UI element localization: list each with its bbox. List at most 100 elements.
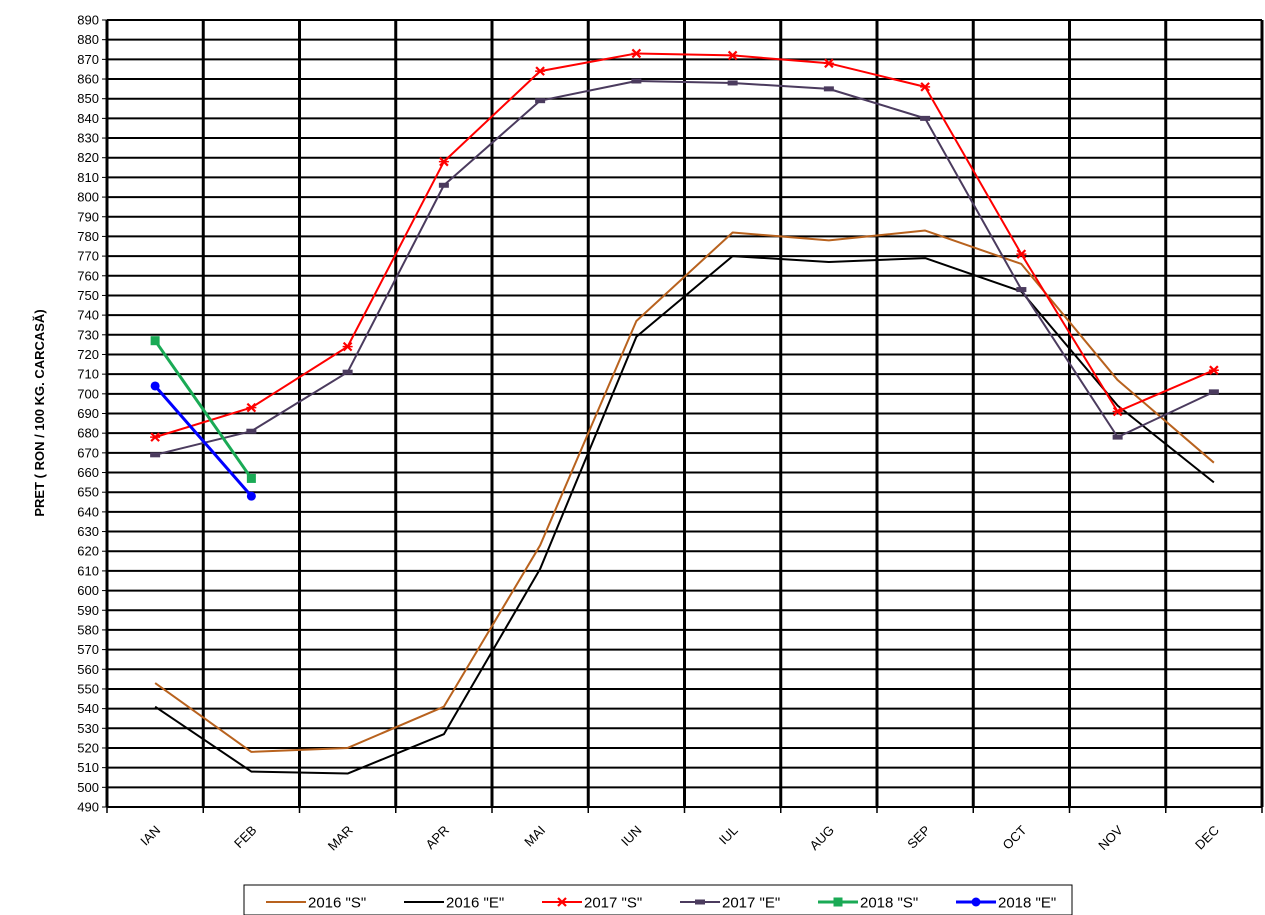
y-tick-label: 770 — [77, 249, 99, 264]
x-tick-label: IUN — [618, 823, 644, 849]
legend-label: 2018 "E" — [998, 895, 1056, 912]
x-tick-label: APR — [422, 823, 452, 853]
x-tick-label: IUL — [716, 823, 741, 848]
y-tick-label: 730 — [77, 327, 99, 342]
x-tick-label: OCT — [999, 822, 1029, 852]
series-1 — [154, 229, 1215, 753]
legend-entry: 2016 "S" — [266, 895, 366, 912]
point-marker — [438, 182, 449, 188]
y-tick-label: 620 — [77, 544, 99, 559]
y-tick-label: 750 — [77, 288, 99, 303]
point-marker — [150, 381, 160, 391]
legend: 2016 "S" 2016 "E" 2017 "S" 2017 "E" 2018 "S"… — [243, 884, 1073, 915]
y-tick-label: 560 — [77, 662, 99, 677]
series-line — [154, 229, 1215, 753]
point-marker — [1112, 434, 1123, 440]
point-marker — [246, 402, 257, 413]
y-tick-label: 550 — [77, 681, 99, 696]
x-tick-label: MAI — [521, 823, 548, 850]
point-marker — [150, 452, 161, 458]
y-tick-label: 650 — [77, 485, 99, 500]
y-tick-label: 600 — [77, 583, 99, 598]
y-tick-label: 760 — [77, 268, 99, 283]
y-tick-label: 680 — [77, 426, 99, 441]
point-marker — [535, 98, 546, 104]
point-marker — [823, 58, 834, 69]
y-tick-label: 690 — [77, 406, 99, 421]
point-marker — [1016, 287, 1027, 293]
y-tick-label: 850 — [77, 91, 99, 106]
series — [150, 48, 1219, 775]
y-tick-label: 500 — [77, 780, 99, 795]
series-line — [153, 339, 253, 480]
y-tick-label: 660 — [77, 465, 99, 480]
point-marker — [971, 897, 981, 907]
x-tick-label: SEP — [904, 823, 933, 852]
point-marker — [1208, 365, 1219, 375]
y-tick-label: 670 — [77, 445, 99, 460]
legend-entry: 2016 "E" — [404, 895, 504, 912]
point-marker — [342, 369, 353, 375]
legend-label: 2018 "S" — [860, 895, 918, 912]
y-tick-label: 700 — [77, 386, 99, 401]
series-line — [154, 255, 1215, 775]
y-tick-label: 830 — [77, 131, 99, 146]
point-marker — [631, 48, 642, 59]
point-marker — [1016, 249, 1027, 259]
x-tick-label: AUG — [806, 823, 837, 854]
series-2 — [154, 255, 1215, 775]
point-marker — [695, 899, 705, 905]
series-5 — [150, 336, 256, 483]
point-marker — [246, 491, 256, 501]
legend-entry: 2017 "S" — [542, 895, 642, 912]
point-marker — [150, 432, 161, 442]
y-tick-label: 860 — [77, 72, 99, 87]
series-line — [153, 384, 253, 498]
point-marker — [823, 86, 834, 92]
legend-label: 2016 "E" — [446, 895, 504, 912]
y-tick-label: 610 — [77, 563, 99, 578]
y-tick-label: 640 — [77, 504, 99, 519]
y-tick-label: 540 — [77, 701, 99, 716]
series-3 — [150, 48, 1219, 442]
x-tick-label: NOV — [1095, 822, 1126, 853]
series-line — [154, 79, 1215, 456]
legend-label: 2017 "S" — [584, 895, 642, 912]
y-tick-label: 880 — [77, 32, 99, 47]
x-tick-label: MAR — [325, 823, 356, 854]
y-tick-label: 820 — [77, 150, 99, 165]
point-marker — [438, 156, 449, 167]
legend-box — [243, 884, 1073, 915]
y-tick-label: 840 — [77, 111, 99, 126]
grid — [107, 19, 1264, 808]
point-marker — [246, 473, 256, 483]
y-tick-label: 630 — [77, 524, 99, 539]
y-tick-label: 800 — [77, 190, 99, 205]
point-marker — [920, 82, 931, 92]
x-tick-label: FEB — [231, 823, 259, 851]
legend-entry: 2018 "S" — [818, 895, 918, 912]
point-marker — [631, 78, 642, 84]
x-tick-label: DEC — [1192, 823, 1222, 853]
y-tick-label: 790 — [77, 209, 99, 224]
point-marker — [557, 897, 567, 907]
series-6 — [150, 381, 256, 501]
point-marker — [342, 341, 353, 352]
y-tick-label: 890 — [77, 13, 99, 28]
y-tick-label: 810 — [77, 170, 99, 185]
y-tick-label: 490 — [77, 800, 99, 815]
y-tick-label: 590 — [77, 603, 99, 618]
point-marker — [1112, 406, 1123, 417]
point-marker — [833, 897, 843, 907]
y-axis-title: PRET ( RON / 100 KG. CARCASĂ) — [32, 309, 47, 516]
x-tick-label: IAN — [137, 823, 163, 849]
series-4 — [150, 78, 1219, 458]
point-marker — [535, 66, 546, 76]
point-marker — [246, 428, 257, 434]
point-marker — [1208, 389, 1219, 395]
y-tick-label: 870 — [77, 52, 99, 67]
y-tick-label: 720 — [77, 347, 99, 362]
y-tick-label: 520 — [77, 740, 99, 755]
